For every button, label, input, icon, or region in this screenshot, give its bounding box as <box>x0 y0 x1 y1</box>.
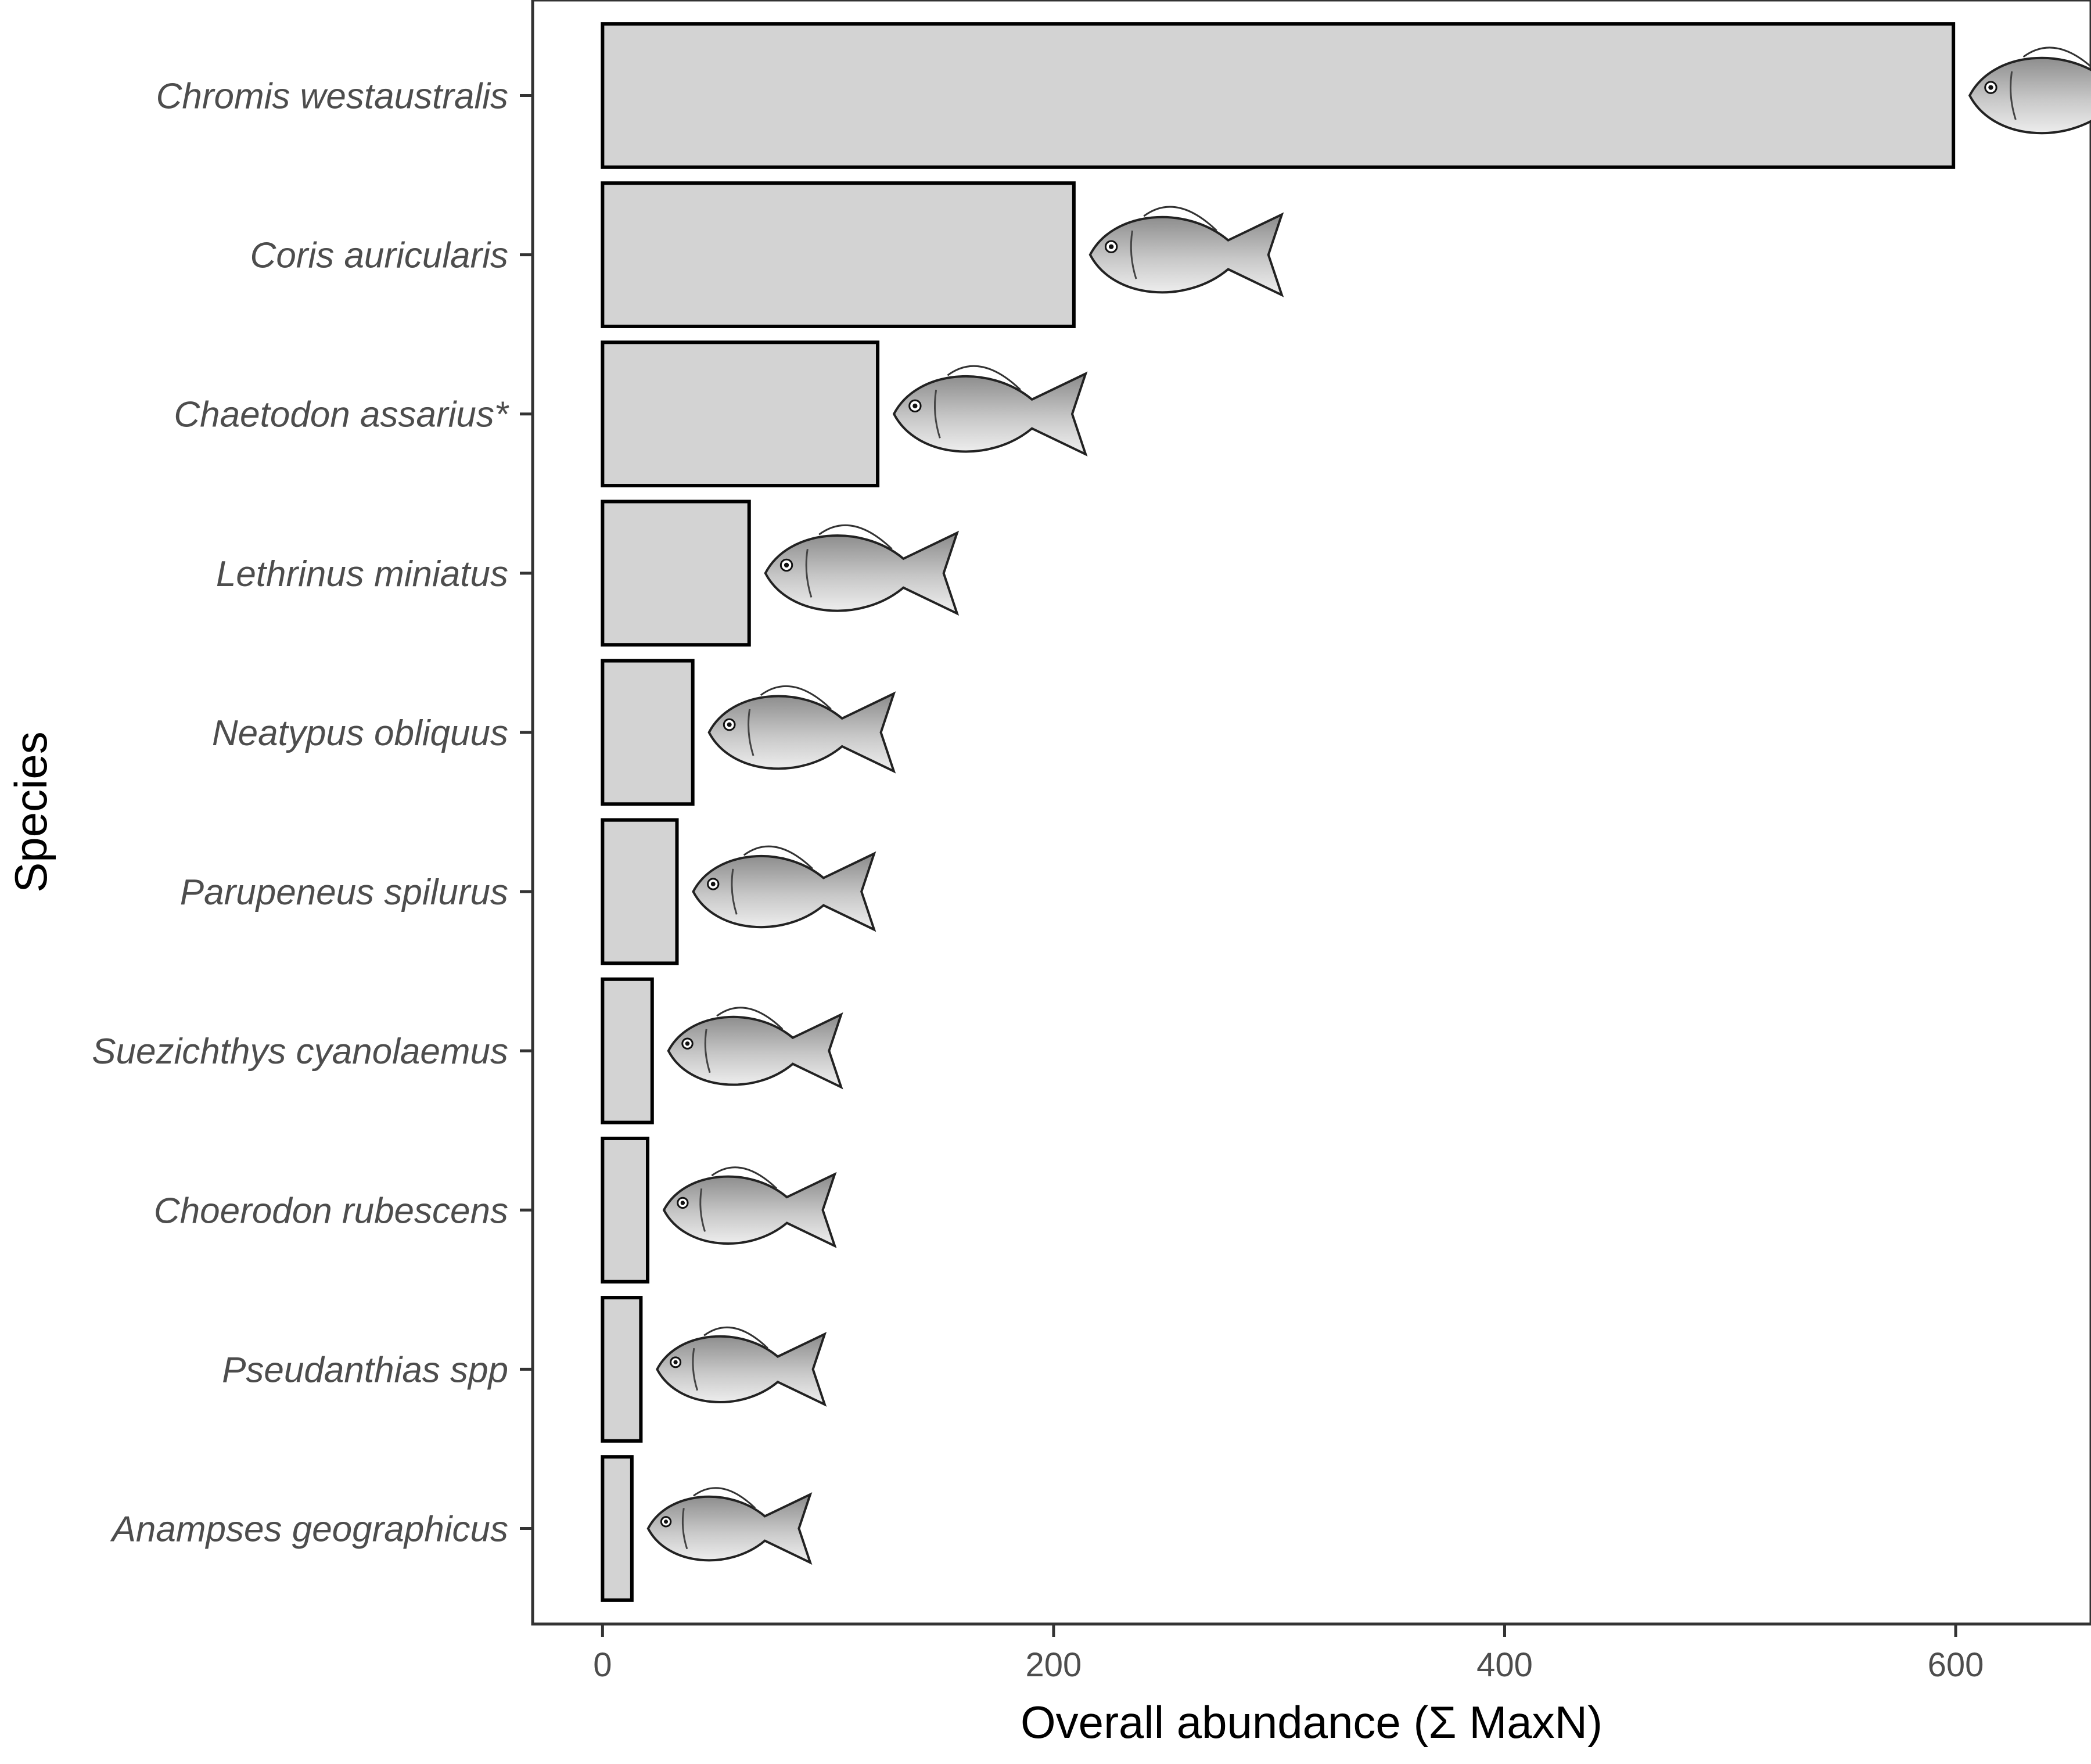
fish-pupil <box>1988 85 1993 90</box>
fish-body <box>692 851 876 932</box>
y-tick-label: Choerodon rubescens <box>154 1191 508 1231</box>
fish-dorsal-fin <box>743 845 814 870</box>
bar <box>601 659 695 806</box>
y-tick-label: Lethrinus miniatus <box>216 554 508 594</box>
bar <box>601 977 654 1124</box>
fish-body <box>667 1012 843 1090</box>
bar <box>601 1296 643 1443</box>
fish-pupil <box>685 1041 690 1046</box>
x-tick-label: 0 <box>593 1646 612 1684</box>
y-tick-label: Neatypus obliquus <box>212 713 508 753</box>
fish-dorsal-fin <box>947 365 1021 391</box>
y-tick-label: Chaetodon assarius* <box>174 395 509 435</box>
fish-pupil <box>727 722 732 727</box>
fish-dorsal-fin <box>1143 206 1217 232</box>
bar <box>601 181 1076 328</box>
fish-body <box>892 371 1088 457</box>
small-wrasse-icon <box>667 1007 843 1090</box>
baldchin-groper-icon <box>662 1166 837 1248</box>
fish-dorsal-fin <box>703 1326 768 1349</box>
fish-gill <box>748 709 755 756</box>
y-tick-label: Chromis westaustralis <box>156 76 508 116</box>
bar <box>601 1455 634 1602</box>
fish-gill <box>704 1029 711 1073</box>
anampses-wrasse-icon <box>646 1487 813 1565</box>
fish-dorsal-fin <box>818 524 893 550</box>
bar <box>601 22 1956 169</box>
fish-gill <box>699 1188 706 1232</box>
y-axis: Chromis westaustralis Coris auricularis Ch… <box>92 76 533 1550</box>
bar <box>601 500 751 647</box>
fish-gill <box>731 868 738 915</box>
bars-layer <box>601 22 1956 1602</box>
fish-gill <box>692 1348 699 1391</box>
fish-body <box>764 530 960 616</box>
fish-body <box>656 1331 827 1407</box>
bar <box>601 818 679 965</box>
bar <box>601 1136 650 1284</box>
fish-gill <box>805 549 813 598</box>
anthias-icon <box>656 1326 827 1407</box>
x-axis: 0 200 400 600 <box>593 1624 1984 1684</box>
fish-gill <box>933 389 941 439</box>
fish-body <box>707 691 896 774</box>
fish-dorsal-fin <box>693 1487 756 1509</box>
fish-pupil <box>912 403 918 409</box>
x-axis-title: Overall abundance (Σ MaxN) <box>1021 1697 1603 1748</box>
fish-dorsal-fin <box>716 1007 784 1030</box>
fish-pupil <box>784 562 789 568</box>
y-axis-title: Species <box>5 731 56 893</box>
fish-pupil <box>1109 244 1114 249</box>
x-tick-label: 400 <box>1476 1646 1533 1684</box>
y-tick-label: Anampses geographicus <box>110 1510 508 1550</box>
fish-dorsal-fin <box>2022 46 2091 68</box>
fish-icons-layer <box>646 46 2091 1565</box>
fish-body <box>646 1492 813 1565</box>
goatfish-icon <box>692 845 876 932</box>
butterflyfish-icon <box>892 365 1088 457</box>
y-tick-label: Parupeneus spilurus <box>180 872 508 912</box>
fish-body <box>1968 56 2091 135</box>
y-tick-label: Suezichthys cyanolaemus <box>92 1032 508 1072</box>
fish-body <box>662 1172 837 1248</box>
bar <box>601 340 880 488</box>
fish-pupil <box>680 1201 685 1205</box>
fish-pupil <box>710 882 716 886</box>
coris-wrasse-icon <box>1088 206 1284 297</box>
x-tick-label: 600 <box>1928 1646 1984 1684</box>
fish-body <box>1088 212 1284 297</box>
fish-gill <box>1130 230 1137 279</box>
fish-gill <box>2010 71 2017 120</box>
x-tick-label: 200 <box>1026 1646 1082 1684</box>
fish-dorsal-fin <box>760 685 832 710</box>
fish-pupil <box>664 1519 669 1524</box>
fish-dorsal-fin <box>711 1166 778 1190</box>
y-tick-label: Pseudanthias spp <box>222 1350 508 1390</box>
boarfish-icon <box>707 685 896 774</box>
fish-gill <box>681 1508 688 1550</box>
fish-pupil <box>673 1360 678 1364</box>
y-tick-label: Coris auricularis <box>250 236 508 276</box>
chromis-damselfish-icon <box>1968 46 2091 135</box>
emperor-fish-icon <box>764 524 960 616</box>
